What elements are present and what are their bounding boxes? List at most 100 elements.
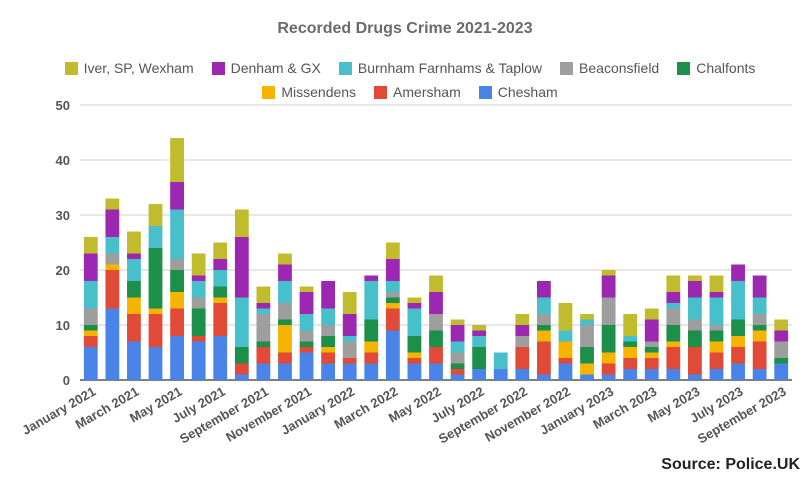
bar-segment [515,325,530,336]
bar-segment [752,330,767,342]
bar-segment [191,275,206,281]
bar-segment [450,325,465,342]
bar-segment [601,363,616,375]
bar-segment [429,347,443,364]
bar-segment [536,330,551,342]
bar-segment [472,336,487,347]
bar-segment [752,325,767,331]
bar-segment [558,303,573,331]
bar-segment [148,308,163,314]
bar-segment [450,363,465,369]
bar-segment [644,319,659,342]
bar-segment [170,308,184,336]
bar-segment [364,281,379,320]
bar-segment [407,358,422,364]
bar-segment [256,303,271,309]
bar-segment [127,253,141,259]
bar-segment [752,341,767,369]
bar-segment [321,281,336,309]
bar-segment [623,369,638,380]
y-tick-label: 10 [56,318,70,333]
bar-segment [688,275,702,281]
bar-segment [515,347,530,369]
bar-segment [105,270,120,309]
bar-segment [299,330,314,342]
bar-segment [170,182,184,210]
bar-segment [342,341,357,358]
bar-segment [105,308,120,380]
bar-segment [623,336,638,342]
bar-segment [580,374,594,380]
bar-segment [644,308,659,320]
bar-segment [127,314,141,342]
bar-segment [278,325,292,353]
bar-segment [234,347,249,364]
bar-segment [170,336,184,380]
bar-segment [321,347,336,353]
bar-segment [321,325,336,336]
bar-segment [623,341,638,347]
legend-item: Missendens [262,84,356,100]
bar-segment [83,308,98,325]
bar-segment [666,347,681,369]
bar-segment [127,231,141,254]
bar-segment [213,270,228,287]
bar-segment [429,314,443,331]
bar-segment [688,281,702,298]
legend-item: Beaconsfield [560,60,659,76]
bar-segment [407,336,422,353]
bar-segment [774,319,789,331]
bar-segment [299,352,314,380]
bar-segment [148,204,163,226]
bar-segment [601,275,616,298]
bar-segment [644,369,659,380]
bar-segment [385,330,400,380]
bar-segment [774,330,789,342]
bar-segment [234,363,249,375]
bar-segment [191,253,206,276]
bar-segment [342,358,357,364]
bar-segment [385,303,400,309]
bar-segment [234,374,249,380]
bar-segment [127,341,141,380]
bar-segment [278,319,292,325]
bar-segment [666,303,681,309]
bar-segment [709,297,724,325]
bar-segment [688,297,702,320]
bar-segment [580,347,594,364]
bar-segment [580,319,594,325]
bar-segment [752,275,767,298]
bar-segment [83,281,98,309]
bar-segment [127,297,141,314]
bar-segment [580,314,594,320]
legend-swatch [211,61,225,75]
bar-segment [709,352,724,369]
bar-segment [256,308,271,314]
bar-segment [429,292,443,314]
bar-segment [450,369,465,375]
legend-swatch [560,61,574,75]
bar-segment [321,363,336,380]
legend-label: Amersham [393,84,461,100]
legend-swatch [64,61,78,75]
bar-segment [601,270,616,276]
bar-segment [558,341,573,358]
bar-segment [493,352,508,369]
bar-segment [731,319,745,336]
source-label: Source: Police.UK [661,456,800,473]
bar-segment [536,297,551,314]
bar-segment [558,363,573,380]
bar-segment [450,374,465,380]
bar-segment [191,341,206,380]
y-tick-label: 40 [56,153,70,168]
bar-segment [623,358,638,369]
bar-segment [127,259,141,281]
bar-segment [731,336,745,347]
bar-segment [256,314,271,342]
bar-segment [536,374,551,380]
bar-segment [278,281,292,303]
bar-segment [536,325,551,331]
bar-segment [774,363,789,380]
bar-segment [472,369,487,380]
